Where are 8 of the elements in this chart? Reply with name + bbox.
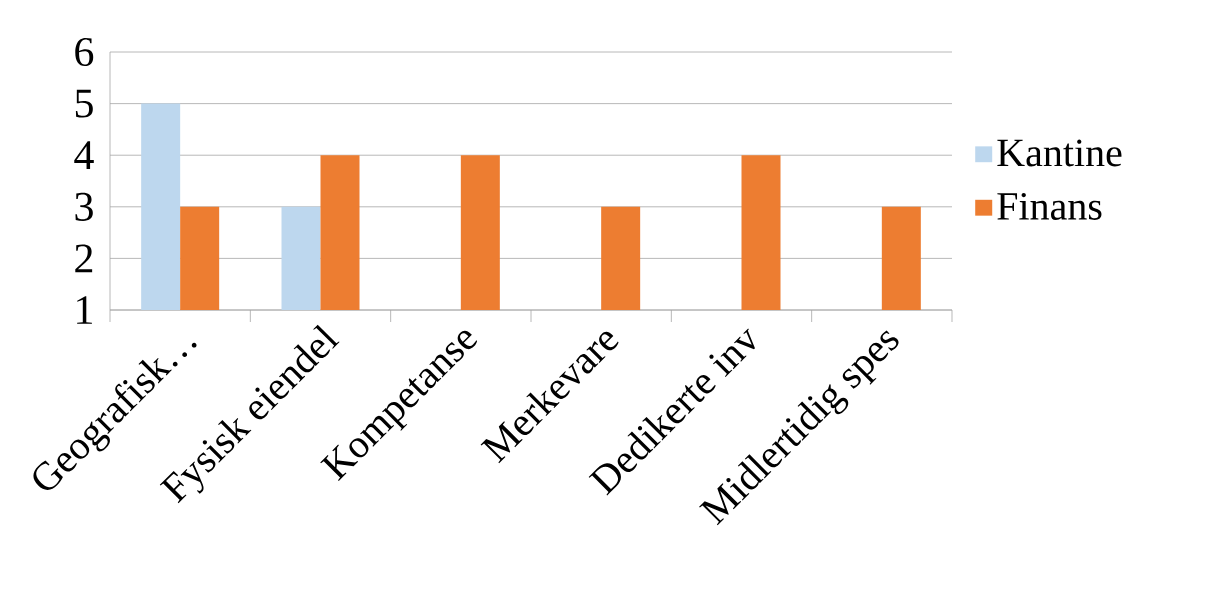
y-tick-label: 6	[75, 37, 94, 67]
y-tick-label: 4	[74, 141, 94, 170]
legend-label: Finans	[997, 192, 1102, 220]
y-tick-label: 5	[75, 89, 93, 118]
y-tick-label: 2	[75, 244, 93, 273]
y-tick-label: 1	[77, 296, 92, 324]
legend-label: Kantine	[997, 139, 1122, 167]
y-tick-label: 3	[75, 192, 93, 221]
